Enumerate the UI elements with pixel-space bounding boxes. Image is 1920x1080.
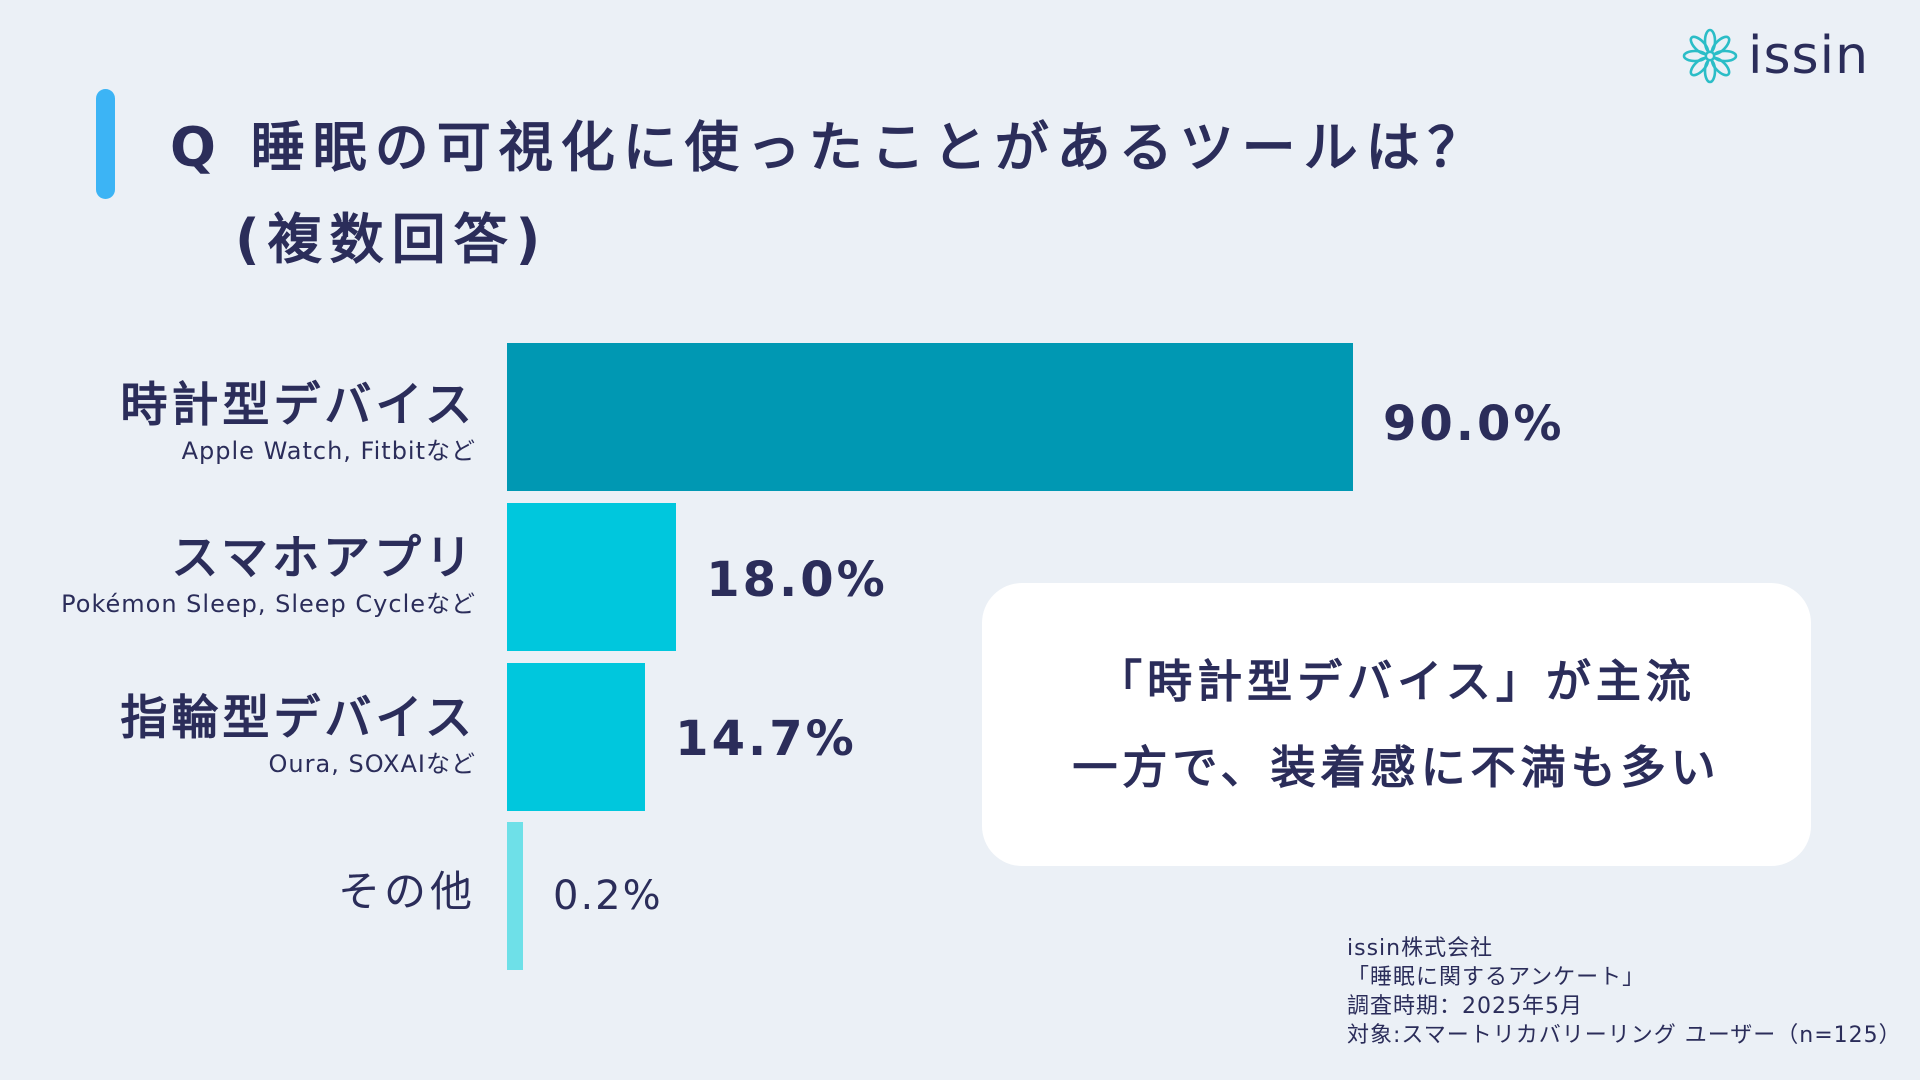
value-label: 14.7%	[675, 711, 857, 767]
category-label: その他	[338, 864, 476, 920]
value-label: 0.2%	[553, 873, 663, 919]
category-label: 時計型デバイス Apple Watch, Fitbitなど	[120, 378, 476, 468]
category-name: 時計型デバイス	[120, 378, 476, 433]
flower-icon	[1682, 28, 1738, 84]
title-accent-bar	[96, 89, 115, 199]
bar	[507, 343, 1353, 491]
page-title: Q 睡眠の可視化に使ったことがあるツールは？ (複数回答)	[170, 102, 1490, 286]
category-note: Apple Watch, Fitbitなど	[181, 437, 476, 465]
category-label: 指輪型デバイス Oura, SOXAIなど	[120, 691, 476, 781]
title-line-2: (複数回答)	[235, 208, 549, 271]
source-target: 対象:スマートリカバリーリング ユーザー（n=125）	[1347, 1023, 1902, 1048]
category-name: スマホアプリ	[171, 531, 476, 586]
bar	[507, 663, 646, 811]
category-name: その他	[337, 867, 476, 916]
callout-line-1: 「時計型デバイス」が主流	[1097, 654, 1696, 708]
issin-logo: issin	[1680, 26, 1869, 86]
category-label: スマホアプリ Pokémon Sleep, Sleep Cycleなど	[61, 531, 476, 621]
source-period: 調査時期：2025年5月	[1347, 994, 1583, 1019]
summary-callout: 「時計型デバイス」が主流 一方で、装着感に不満も多い	[982, 583, 1811, 866]
source-note: issin株式会社 「睡眠に関するアンケート」 調査時期：2025年5月 対象:…	[1347, 934, 1902, 1050]
source-company: issin株式会社	[1347, 936, 1494, 961]
bar	[507, 822, 523, 970]
category-note: Oura, SOXAIなど	[268, 750, 476, 778]
category-name: 指輪型デバイス	[120, 691, 476, 746]
title-line-1: Q 睡眠の可視化に使ったことがあるツールは？	[170, 116, 1490, 179]
source-survey: 「睡眠に関するアンケート」	[1347, 965, 1646, 990]
callout-line-2: 一方で、装着感に不満も多い	[1072, 740, 1721, 794]
category-note: Pokémon Sleep, Sleep Cycleなど	[61, 590, 476, 618]
value-label: 90.0%	[1383, 396, 1565, 452]
value-label: 18.0%	[706, 552, 888, 608]
bar	[507, 503, 677, 651]
logo-text: issin	[1748, 26, 1870, 86]
